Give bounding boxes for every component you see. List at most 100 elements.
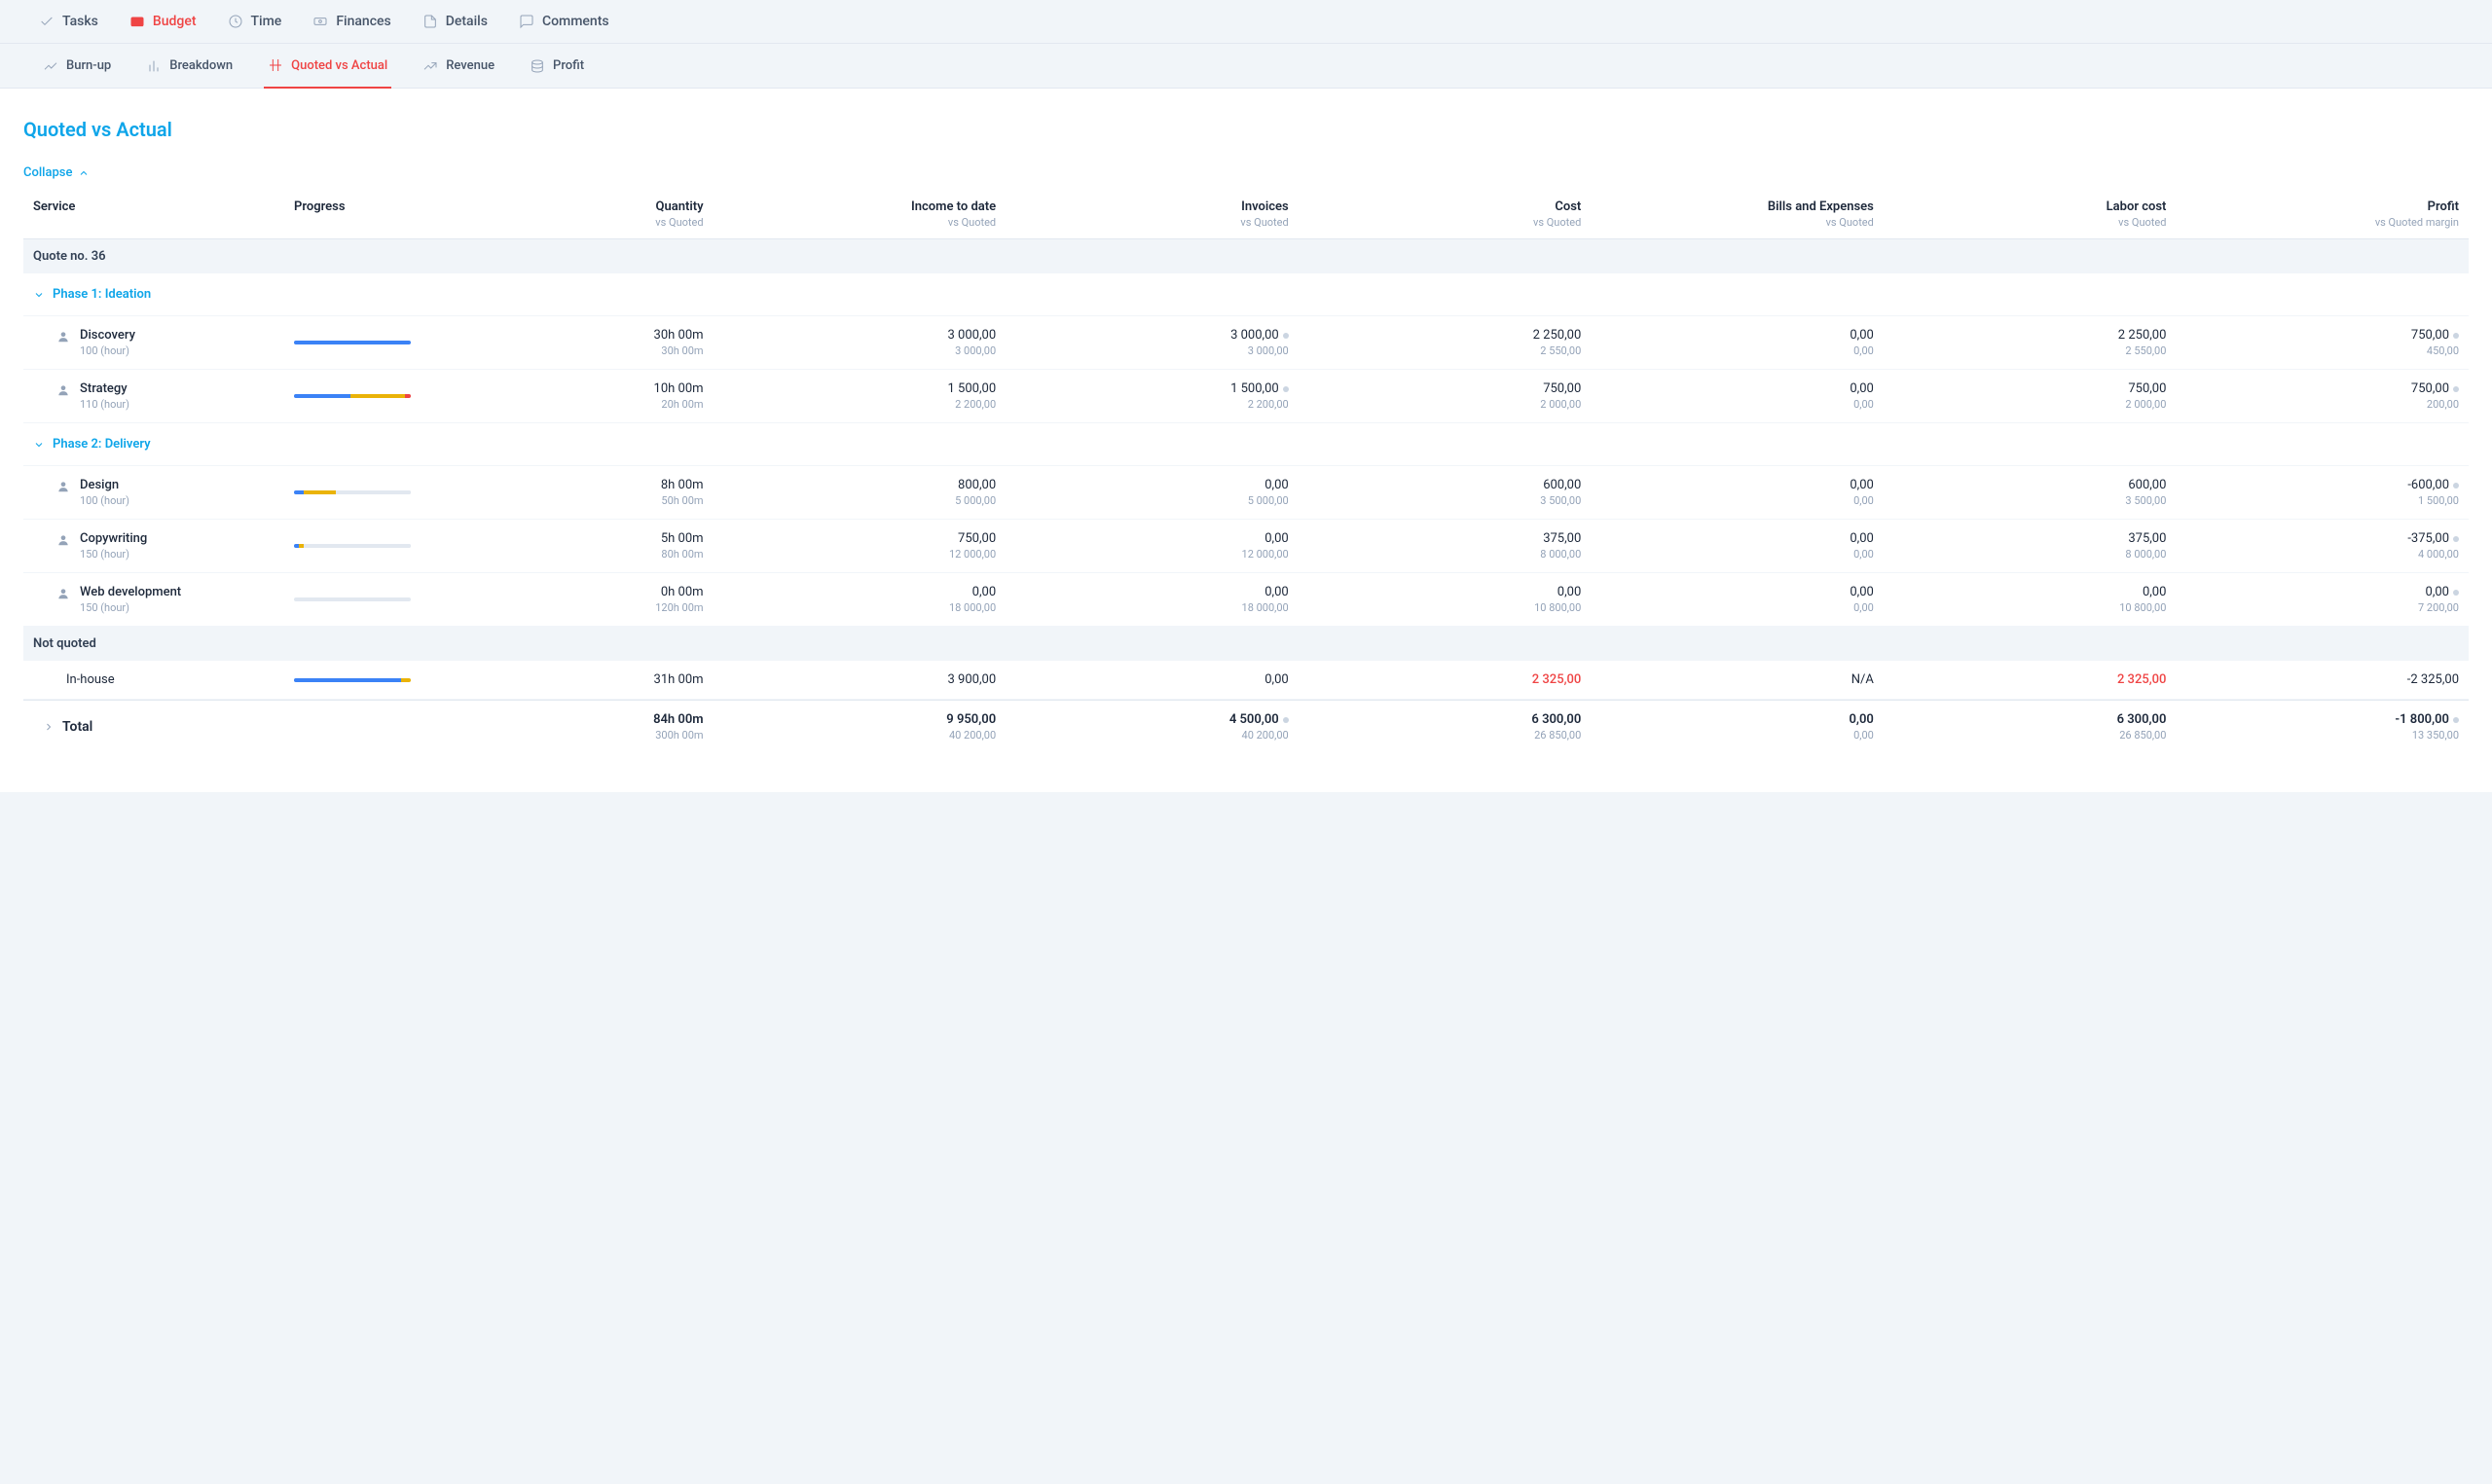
collapse-label: Collapse <box>23 165 72 180</box>
tab-label: Burn-up <box>66 58 111 73</box>
progress-cell <box>294 341 411 344</box>
person-icon <box>56 587 70 600</box>
tab-budget[interactable]: Budget <box>129 14 197 29</box>
invoices-cell: 3 000,003 000,00 <box>1004 328 1289 357</box>
service-cell: Web development 150 (hour) <box>33 585 286 614</box>
tab-label: Quoted vs Actual <box>291 58 387 73</box>
service-rate: 100 (hour) <box>80 494 129 507</box>
chevron-up-icon <box>78 167 90 179</box>
tab-label: Profit <box>553 58 584 73</box>
progress-segment <box>294 597 411 601</box>
progress-segment <box>304 544 411 548</box>
service-rate: 100 (hour) <box>80 344 135 357</box>
chevron-down-icon <box>33 439 45 451</box>
phase-label: Phase 2: Delivery <box>53 437 151 452</box>
progress-bar <box>294 678 411 682</box>
chevron-down-icon <box>33 289 45 301</box>
tab-label: Comments <box>542 14 609 29</box>
table-header: Service Progress Quantityvs Quoted Incom… <box>23 194 2469 239</box>
cost-cell: 600,003 500,00 <box>1297 478 1582 507</box>
cost-cell: 6 300,0026 850,00 <box>1297 712 1582 742</box>
th-service: Service <box>33 199 286 229</box>
service-cell: Strategy 110 (hour) <box>33 381 286 411</box>
service-rate: 150 (hour) <box>80 548 147 561</box>
tab-finances[interactable]: Finances <box>312 14 390 29</box>
bills-cell: 0,000,00 <box>1589 585 1874 614</box>
comment-icon <box>519 14 534 29</box>
qty-cell: 8h 00m50h 00m <box>419 478 704 507</box>
phase-1-toggle[interactable]: Phase 1: Ideation <box>23 273 2469 316</box>
progress-segment <box>336 490 411 494</box>
subtab-breakdown[interactable]: Breakdown <box>142 44 237 88</box>
th-bills: Bills and Expensesvs Quoted <box>1589 199 1874 229</box>
th-cost: Costvs Quoted <box>1297 199 1582 229</box>
phase-label: Phase 1: Ideation <box>53 287 151 302</box>
subtab-revenue[interactable]: Revenue <box>419 44 498 88</box>
bills-cell: 0,000,00 <box>1589 712 1874 742</box>
service-rate: 150 (hour) <box>80 601 181 614</box>
tab-label: Revenue <box>446 58 495 73</box>
service-cell: Design 100 (hour) <box>33 478 286 507</box>
progress-segment <box>294 341 411 344</box>
quote-section-header: Quote no. 36 <box>23 239 2469 273</box>
th-labor: Labor costvs Quoted <box>1882 199 2167 229</box>
check-icon <box>39 14 55 29</box>
income-cell: 3 000,003 000,00 <box>712 328 997 357</box>
qty-cell: 30h 00m30h 00m <box>419 328 704 357</box>
total-toggle[interactable]: Total <box>33 719 286 735</box>
qty-cell: 31h 00m <box>419 672 704 687</box>
bills-cell: 0,000,00 <box>1589 328 1874 357</box>
table-row: Discovery 100 (hour) 30h 00m30h 00m 3 00… <box>23 316 2469 370</box>
profit-cell: -1 800,0013 350,00 <box>2174 712 2459 742</box>
person-icon <box>56 480 70 493</box>
profit-cell: -2 325,00 <box>2174 672 2459 687</box>
progress-cell <box>294 544 411 548</box>
profit-cell: 0,007 200,00 <box>2174 585 2459 614</box>
qty-cell: 5h 00m80h 00m <box>419 531 704 561</box>
labor-cell: 600,003 500,00 <box>1882 478 2167 507</box>
service-cell: In-house <box>33 672 286 687</box>
subtab-burnup[interactable]: Burn-up <box>39 44 115 88</box>
bars-icon <box>146 58 162 74</box>
content-area: Quoted vs Actual Collapse Service Progre… <box>0 89 2492 792</box>
subtab-profit[interactable]: Profit <box>526 44 588 88</box>
progress-segment <box>350 394 405 398</box>
invoices-cell: 0,0012 000,00 <box>1004 531 1289 561</box>
progress-bar <box>294 341 411 344</box>
quoted-vs-actual-table: Service Progress Quantityvs Quoted Incom… <box>23 194 2469 753</box>
chart-up-icon <box>43 58 58 74</box>
income-cell: 3 900,00 <box>712 672 997 687</box>
profit-cell: 750,00200,00 <box>2174 381 2459 411</box>
tab-time[interactable]: Time <box>228 14 282 29</box>
tab-details[interactable]: Details <box>422 14 488 29</box>
invoices-cell: 0,00 <box>1004 672 1289 687</box>
invoices-cell: 0,0018 000,00 <box>1004 585 1289 614</box>
coins-icon <box>530 58 545 74</box>
invoices-cell: 0,005 000,00 <box>1004 478 1289 507</box>
tab-comments[interactable]: Comments <box>519 14 609 29</box>
progress-segment <box>294 678 401 682</box>
money-icon <box>312 14 328 29</box>
person-icon <box>56 330 70 344</box>
table-row: Strategy 110 (hour) 10h 00m20h 00m 1 500… <box>23 370 2469 423</box>
subtab-quoted-vs-actual[interactable]: Quoted vs Actual <box>264 44 391 89</box>
progress-bar <box>294 490 411 494</box>
service-cell: Copywriting 150 (hour) <box>33 531 286 561</box>
collapse-toggle[interactable]: Collapse <box>23 165 90 180</box>
tab-tasks[interactable]: Tasks <box>39 14 98 29</box>
revenue-icon <box>422 58 438 74</box>
qty-cell: 84h 00m300h 00m <box>419 712 704 742</box>
bills-cell: 0,000,00 <box>1589 478 1874 507</box>
total-label: Total <box>62 719 92 735</box>
chevron-right-icon <box>43 721 55 733</box>
cost-cell: 375,008 000,00 <box>1297 531 1582 561</box>
service-rate: 110 (hour) <box>80 398 129 411</box>
labor-cell: 2 325,00 <box>1882 672 2167 687</box>
bills-cell: 0,000,00 <box>1589 381 1874 411</box>
service-cell: Discovery 100 (hour) <box>33 328 286 357</box>
phase-2-toggle[interactable]: Phase 2: Delivery <box>23 423 2469 466</box>
tab-label: Tasks <box>62 14 98 29</box>
progress-cell <box>294 678 411 682</box>
bills-cell: N/A <box>1589 672 1874 687</box>
labor-cell: 2 250,002 550,00 <box>1882 328 2167 357</box>
